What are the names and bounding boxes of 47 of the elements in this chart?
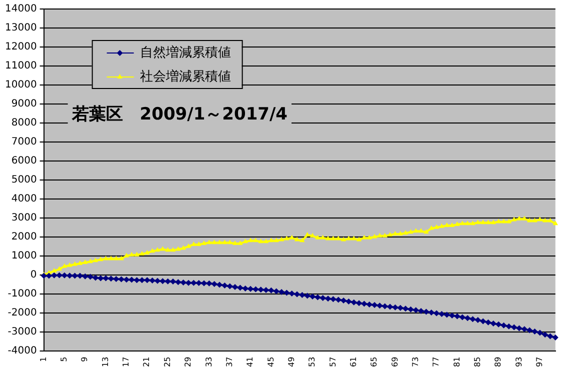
x-tick-label: 5 [60,356,69,362]
legend-label: 自然増減累積値 [140,44,231,60]
x-tick-label: 37 [224,356,234,368]
y-tick-label: 9000 [11,98,37,110]
x-tick-label: 29 [184,356,193,368]
y-tick-label: -2000 [8,307,37,318]
x-tick-label: 61 [348,356,358,368]
y-tick-label: 7000 [11,136,37,148]
x-tick-label: 33 [204,356,214,368]
y-tick-label: 8000 [11,118,37,129]
x-tick-label: 21 [142,356,152,368]
x-tick-label: 81 [452,356,462,368]
x-tick-label: 53 [308,356,317,368]
y-tick-label: 4000 [11,193,37,204]
y-tick-label: 13000 [5,22,37,34]
y-tick-label: 2000 [11,231,37,242]
x-tick-label: 13 [100,356,110,368]
legend-label: 社会増減累積値 [140,68,231,84]
x-tick-label: 49 [286,356,296,368]
x-tick-label: 93 [514,356,524,368]
x-tick-label: 57 [328,356,338,368]
y-tick-label: 1000 [11,250,37,262]
x-tick-label: 73 [410,356,420,368]
x-tick-label: 85 [472,356,482,368]
x-tick-label: 77 [432,356,441,368]
x-tick-label: 69 [390,356,400,368]
x-tick-label: 1 [38,356,48,362]
x-tick-label: 41 [246,356,255,368]
annotation: 若葉区 2009/1～2017/4 [70,104,288,124]
x-tick-label: 65 [370,356,379,368]
y-tick-label: 14000 [5,4,37,15]
y-tick-label: -3000 [8,326,37,338]
x-tick-label: 9 [80,356,90,362]
x-tick-label: 25 [162,356,172,368]
x-tick-label: 45 [266,356,276,368]
x-tick-label: 17 [122,356,131,368]
y-tick-label: 3000 [11,212,37,224]
y-tick-label: 6000 [11,156,37,167]
y-tick-label: 0 [30,269,37,280]
y-tick-label: 10000 [5,80,37,91]
x-tick-label: 89 [494,356,503,368]
y-tick-label: 12000 [5,42,37,53]
y-tick-label: 11000 [5,60,37,72]
y-tick-label: -4000 [8,345,37,356]
x-tick-label: 97 [534,356,544,368]
y-tick-label: -1000 [8,288,37,300]
y-tick-label: 5000 [11,174,37,186]
